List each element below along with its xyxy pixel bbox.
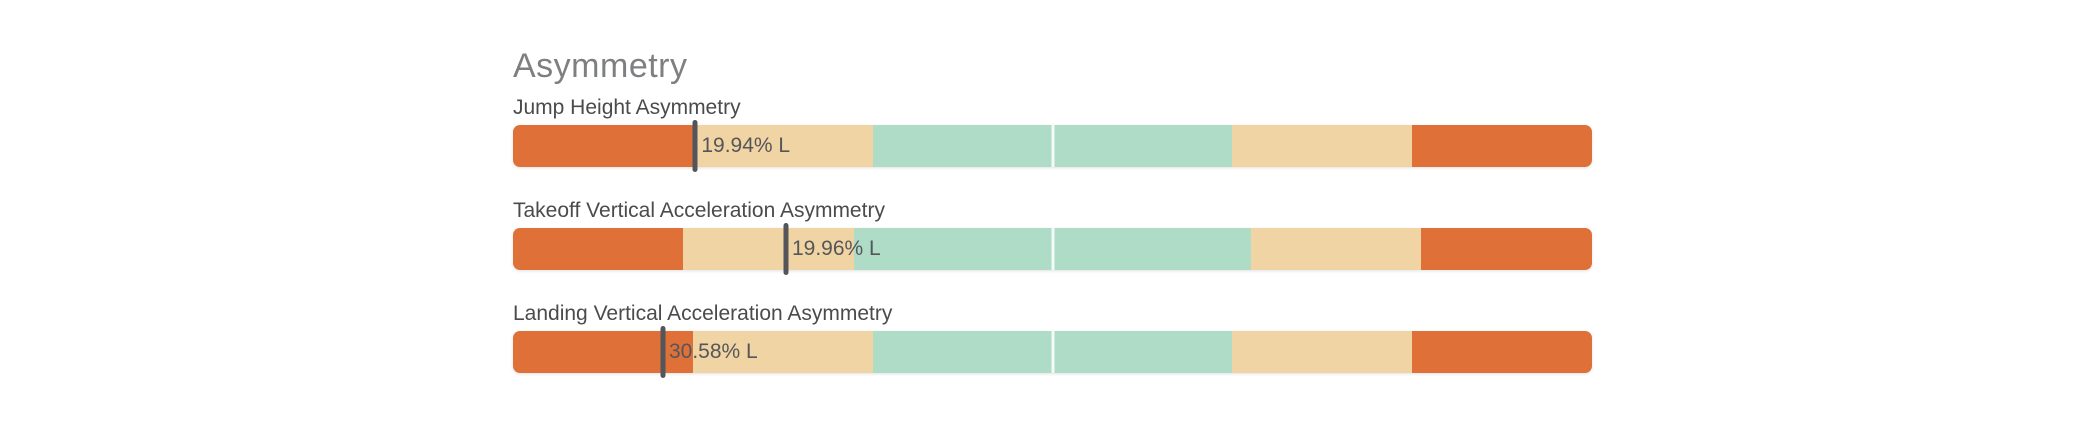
zone-segment-tan (692, 125, 873, 167)
value-label: 19.94% L (701, 134, 791, 157)
zone-segment-orange (1412, 331, 1592, 373)
zone-segment-orange (513, 331, 693, 373)
bar-track: 19.94% L (513, 120, 1592, 172)
value-label: 30.58% L (668, 340, 758, 363)
zone-segment-orange (1421, 228, 1592, 270)
bar-track: 30.58% L (513, 326, 1592, 378)
zone-segment-tan (1232, 125, 1413, 167)
value-label: 19.96% L (791, 237, 881, 260)
zone-segment-orange (513, 228, 684, 270)
bar-track: 19.96% L (513, 223, 1592, 275)
bar-label: Jump Height Asymmetry (513, 96, 741, 119)
asymmetry-row: Landing Vertical Acceleration Asymmetry 3… (513, 302, 1592, 378)
bar-zones (513, 125, 1592, 167)
zone-segment-orange (513, 125, 693, 167)
bar-label: Landing Vertical Acceleration Asymmetry (513, 302, 893, 325)
center-divider (1051, 331, 1054, 373)
asymmetry-row: Jump Height Asymmetry 19.94% L (513, 96, 1592, 172)
center-divider (1051, 125, 1054, 167)
panel-title: Asymmetry (513, 47, 688, 85)
value-marker (783, 223, 789, 275)
asymmetry-row: Takeoff Vertical Acceleration Asymmetry 1… (513, 199, 1592, 275)
value-marker (660, 326, 666, 378)
bar-label: Takeoff Vertical Acceleration Asymmetry (513, 199, 885, 222)
asymmetry-bar-list: Jump Height Asymmetry 19.94% L Takeoff Ver… (513, 96, 1592, 378)
value-marker (692, 120, 698, 172)
zone-segment-tan (1232, 331, 1413, 373)
zone-segment-tan (683, 228, 854, 270)
zone-segment-orange (1412, 125, 1592, 167)
zone-segment-tan (692, 331, 873, 373)
center-divider (1051, 228, 1054, 270)
asymmetry-panel: Asymmetry Jump Height Asymmetry 19.94% L T… (513, 46, 1592, 407)
zone-segment-tan (1251, 228, 1422, 270)
